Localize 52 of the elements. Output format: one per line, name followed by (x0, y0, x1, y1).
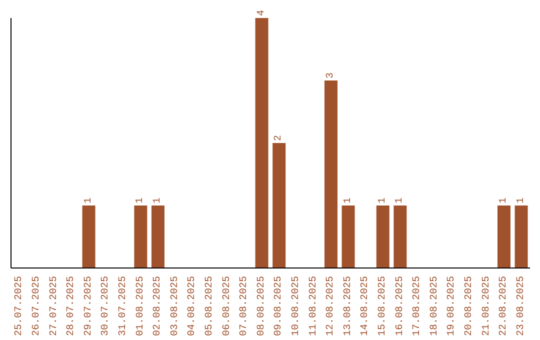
data-label: 1 (394, 197, 406, 204)
x-tick-label: 29.07.2025 (83, 276, 94, 336)
x-tick-label: 05.08.2025 (204, 276, 216, 336)
data-label: 1 (377, 197, 388, 204)
bar (376, 206, 390, 268)
x-tick-label: 09.08.2025 (274, 276, 285, 336)
x-tick-label: 13.08.2025 (342, 276, 354, 336)
data-label: 3 (325, 72, 336, 78)
x-tick-label: 31.07.2025 (118, 276, 129, 336)
bar (151, 206, 164, 268)
bar (342, 206, 355, 268)
x-tick-label: 03.08.2025 (170, 276, 181, 336)
x-tick-label: 08.08.2025 (256, 276, 268, 336)
x-tick-label: 10.08.2025 (290, 276, 302, 336)
x-tick-label: 27.07.2025 (48, 276, 60, 336)
x-tick-label: 06.08.2025 (222, 276, 233, 336)
data-label: 1 (135, 197, 146, 204)
x-tick-label: 22.08.2025 (498, 276, 510, 336)
data-label: 1 (152, 197, 164, 204)
bar (134, 206, 148, 268)
data-label: 1 (498, 197, 510, 204)
data-label: 1 (516, 197, 527, 204)
data-label: 1 (83, 197, 94, 204)
x-tick-label: 18.08.2025 (429, 276, 440, 336)
x-tick-label: 15.08.2025 (377, 276, 388, 336)
x-tick-label: 11.08.2025 (308, 276, 320, 336)
x-tick-label: 16.08.2025 (394, 276, 406, 336)
bar (272, 143, 286, 268)
x-tick-label: 30.07.2025 (100, 276, 112, 336)
data-label: 1 (342, 197, 354, 204)
x-tick-label: 23.08.2025 (516, 276, 527, 336)
x-tick-label: 14.08.2025 (360, 276, 372, 336)
x-tick-label: 25.07.2025 (14, 276, 26, 336)
bar (394, 206, 407, 268)
x-tick-label: 01.08.2025 (135, 276, 146, 336)
bar (514, 206, 528, 268)
x-tick-label: 21.08.2025 (481, 276, 492, 336)
bar (255, 18, 268, 268)
x-tick-label: 28.07.2025 (66, 276, 78, 336)
x-tick-label: 17.08.2025 (412, 276, 424, 336)
bar (324, 80, 338, 268)
x-tick-label: 26.07.2025 (31, 276, 42, 336)
x-tick-label: 07.08.2025 (239, 276, 250, 336)
x-tick-label: 19.08.2025 (446, 276, 458, 336)
x-tick-label: 04.08.2025 (187, 276, 198, 336)
bar (497, 206, 510, 268)
data-label: 2 (274, 134, 285, 141)
x-tick-label: 12.08.2025 (326, 276, 337, 336)
data-label: 4 (256, 10, 268, 16)
bar (82, 206, 96, 268)
x-tick-label: 02.08.2025 (152, 276, 164, 336)
x-tick-label: 20.08.2025 (464, 276, 475, 336)
